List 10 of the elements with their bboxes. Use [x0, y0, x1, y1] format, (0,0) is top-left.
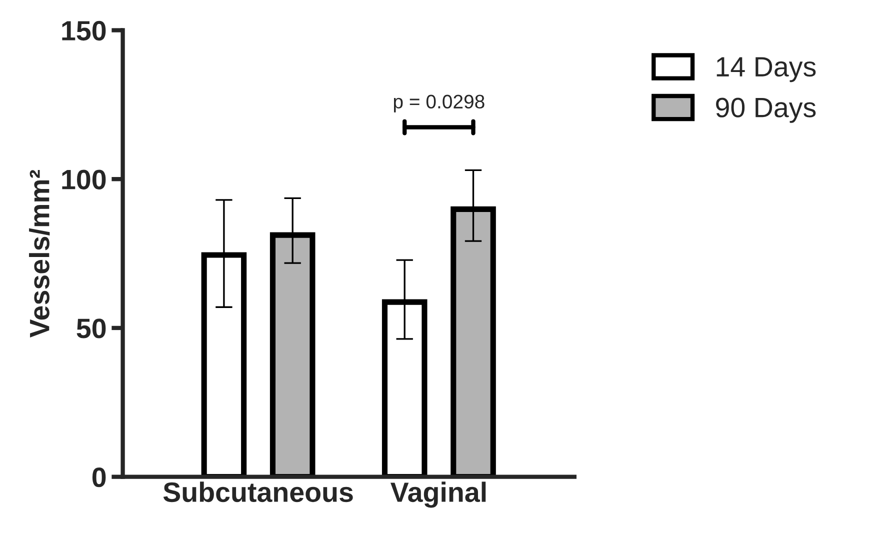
legend-label: 14 Days [716, 57, 816, 82]
y-tick-label: 50 [76, 318, 106, 338]
y-tick-label: 150 [62, 20, 106, 41]
x-tick-label: Vaginal [390, 482, 486, 508]
x-tick-label: Subcutaneous [163, 482, 353, 502]
legend-label: 90 Days [716, 98, 816, 123]
annotation: p = 0.0298 [394, 94, 484, 112]
y-tick-label: 100 [62, 170, 106, 190]
y-tick-label: 0 [92, 467, 106, 488]
y-axis-title: Vessels/mm² [29, 170, 50, 338]
